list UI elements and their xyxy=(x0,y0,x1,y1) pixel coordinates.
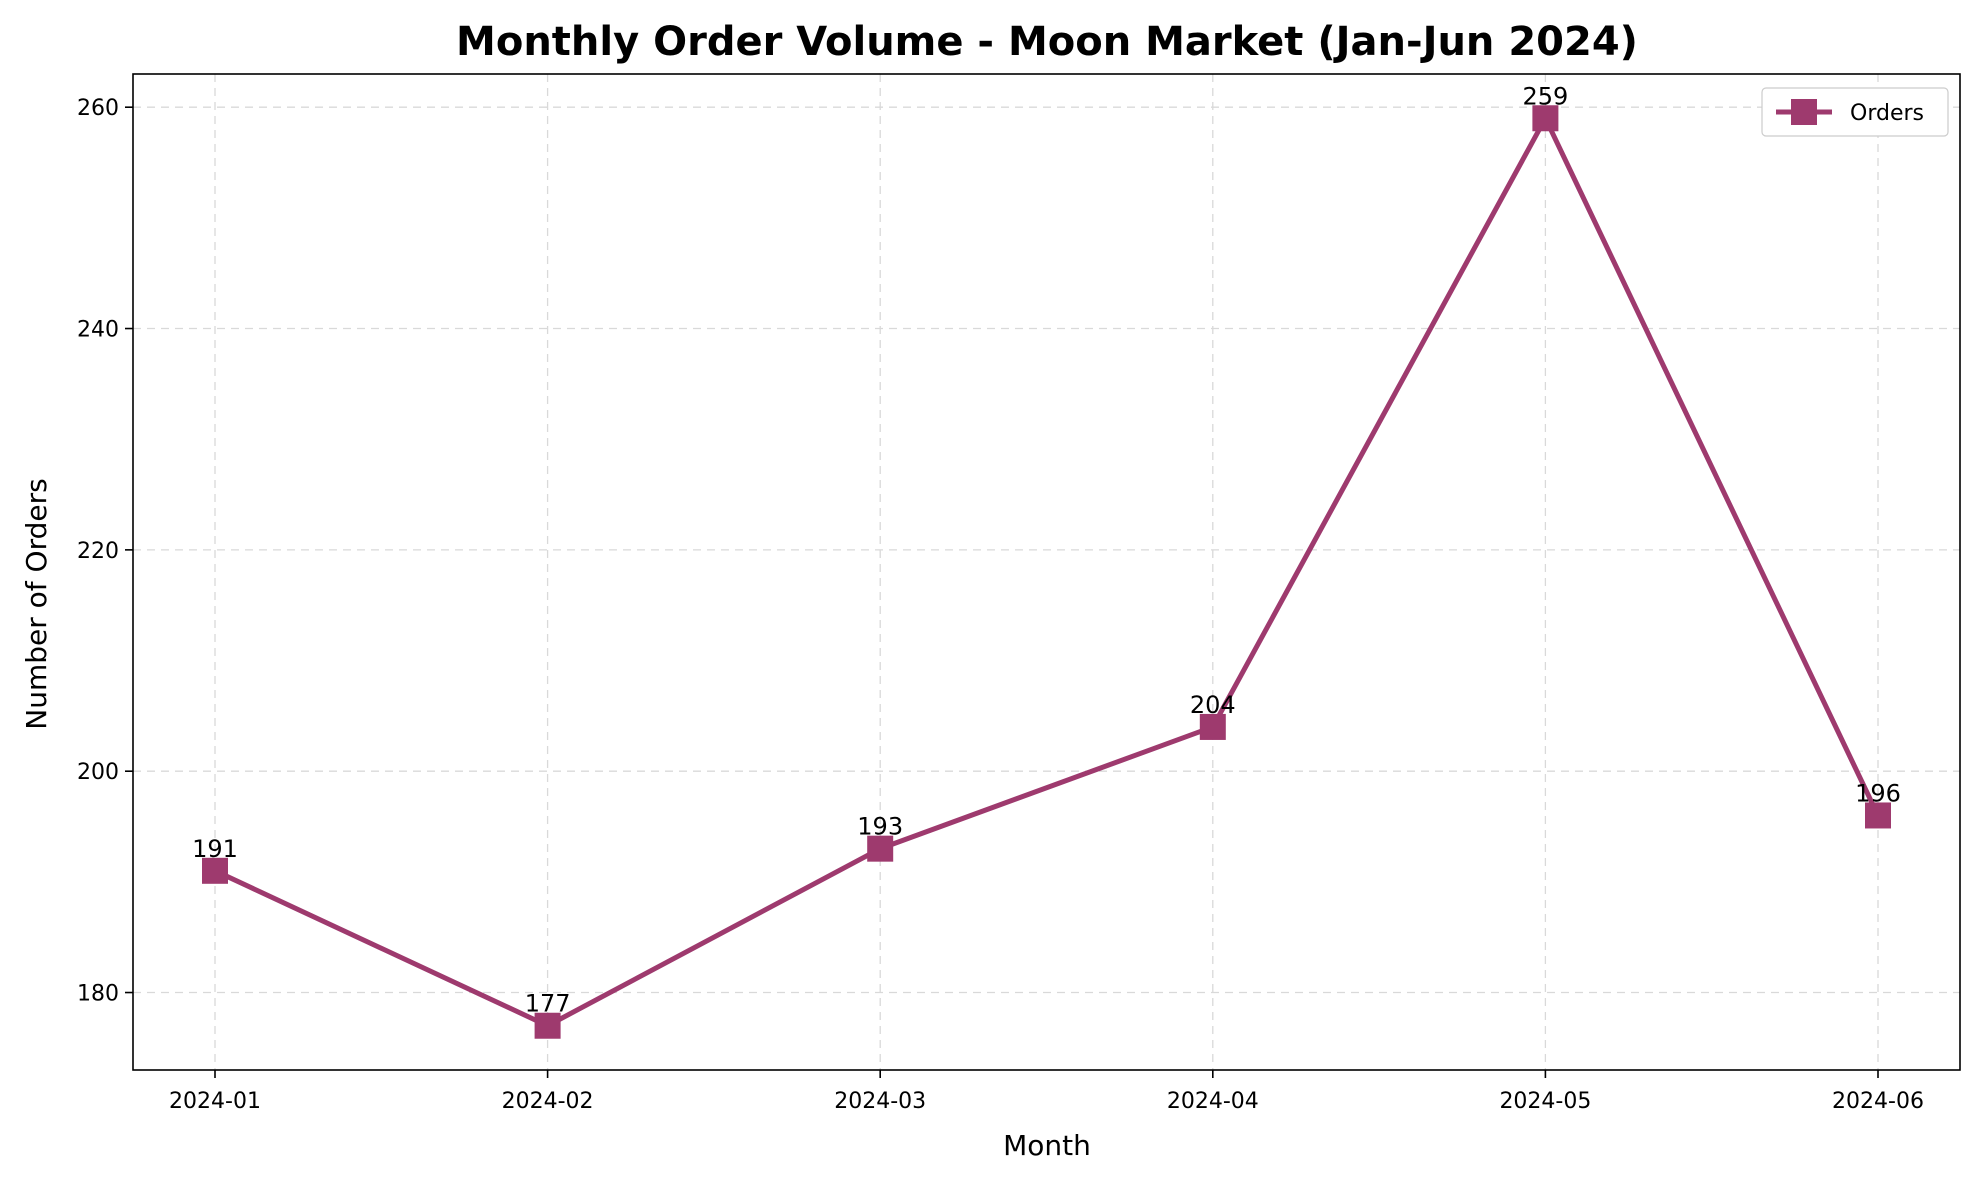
data-label: 177 xyxy=(525,990,571,1018)
x-tick-label: 2024-03 xyxy=(834,1089,926,1114)
data-label: 259 xyxy=(1522,82,1568,110)
axes: 180 200 220 240 260 2024-01 2024-02 2024-03 2024… xyxy=(77,96,1924,1114)
x-tick-label: 2024-01 xyxy=(169,1089,261,1114)
y-axis-label: Number of Orders xyxy=(20,478,53,729)
orders-series-line xyxy=(213,115,1881,1029)
orders-data-point xyxy=(202,857,228,884)
x-tick-label: 2024-04 xyxy=(1167,1089,1259,1114)
orders-data-point xyxy=(867,835,894,862)
orders-data-point xyxy=(1199,713,1226,740)
y-tick-label: 180 xyxy=(77,982,119,1007)
data-label: 204 xyxy=(1190,691,1236,719)
x-tick-label: 2024-06 xyxy=(1832,1089,1924,1114)
legend-label-orders: Orders xyxy=(1850,101,1924,126)
orders-data-point xyxy=(1532,105,1559,132)
grid-lines xyxy=(133,74,1960,1070)
data-label: 196 xyxy=(1855,779,1901,807)
y-tick-label: 260 xyxy=(77,96,119,121)
orders-data-point xyxy=(534,1012,561,1039)
x-tick-label: 2024-05 xyxy=(1499,1089,1591,1114)
x-tick-label: 2024-02 xyxy=(502,1089,594,1114)
legend-marker-swatch xyxy=(1791,99,1817,125)
y-tick-label: 200 xyxy=(77,760,119,785)
x-axis-label: Month xyxy=(1003,1129,1091,1162)
y-tick-label: 240 xyxy=(77,318,119,343)
data-label: 191 xyxy=(192,835,238,863)
series-layer: 191 177 193 204 259 196 xyxy=(192,82,1901,1039)
legend: Orders xyxy=(1761,87,1949,137)
y-tick-label: 220 xyxy=(77,539,119,564)
data-label: 193 xyxy=(857,813,903,841)
orders-data-point xyxy=(1865,802,1891,829)
chart-title: Monthly Order Volume - Moon Market (Jan-… xyxy=(456,19,1638,65)
plot-frame xyxy=(132,73,1961,1071)
